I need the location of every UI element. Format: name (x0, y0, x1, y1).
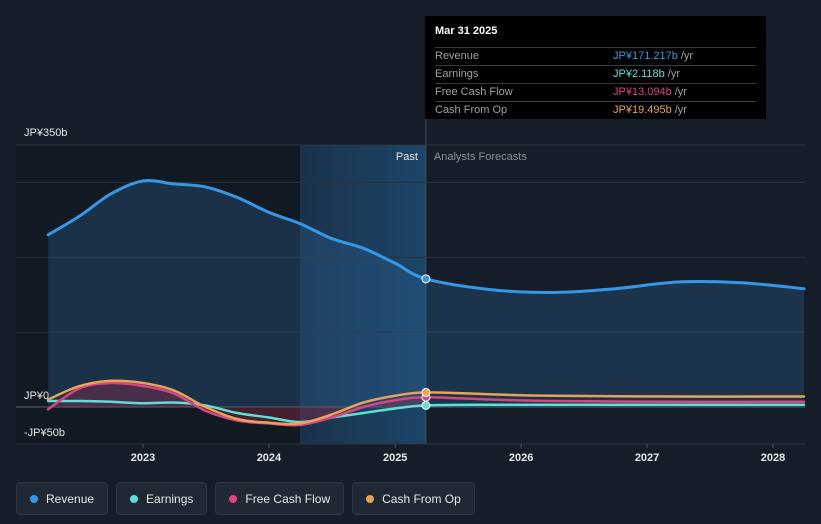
legend-label: Cash From Op (382, 491, 461, 506)
tooltip-row-earnings: Earnings JP¥2.118b /yr (435, 65, 756, 83)
legend-label: Revenue (46, 491, 95, 506)
legend-dot-icon (30, 494, 38, 503)
free-cash-flow-line (46, 381, 806, 427)
revenue-marker (421, 274, 431, 284)
tooltip-unit: /yr (674, 104, 687, 116)
tooltip-value: JP¥171.217b (613, 50, 678, 62)
x-tick-label: 2027 (635, 452, 659, 464)
x-tick-label: 2026 (509, 452, 533, 464)
tooltip-label: Free Cash Flow (435, 86, 513, 98)
tooltip-value: JP¥13.094b (613, 86, 672, 98)
tooltip-label: Cash From Op (435, 104, 508, 116)
legend-dot-icon (366, 494, 375, 503)
legend-item-cash-from-op[interactable]: Cash From Op (352, 482, 475, 515)
tooltip-label: Earnings (435, 68, 479, 80)
legend-item-free-cash-flow[interactable]: Free Cash Flow (215, 482, 345, 515)
tooltip-unit: /yr (667, 68, 681, 80)
tooltip-label: Revenue (435, 50, 480, 62)
x-tick-label: 2025 (383, 452, 407, 464)
legend: Revenue Earnings Free Cash Flow Cash Fro… (16, 482, 483, 515)
tooltip-row-free-cash-flow: Free Cash Flow JP¥13.094b /yr (435, 83, 756, 101)
y-tick-label: -JP¥50b (24, 427, 65, 439)
y-tick-label: JP¥350b (24, 127, 67, 139)
forecast-label: Analysts Forecasts (434, 151, 527, 163)
tooltip-row-cash-from-op: Cash From Op JP¥19.495b /yr (435, 101, 756, 119)
cash-from-op-marker (421, 387, 431, 397)
x-tick-label: 2024 (257, 452, 282, 464)
past-label: Past (396, 151, 418, 163)
tooltip-value: JP¥2.118b (613, 68, 665, 80)
tooltip-date: Mar 31 2025 (435, 25, 498, 37)
legend-label: Free Cash Flow (245, 491, 331, 506)
legend-label: Earnings (146, 491, 194, 506)
revenue-line (46, 179, 806, 294)
x-tick-label: 2023 (131, 452, 155, 464)
tooltip-panel: Mar 31 2025 Revenue JP¥171.217b /yr Earn… (425, 16, 766, 119)
tooltip-unit: /yr (674, 86, 687, 98)
legend-item-earnings[interactable]: Earnings (116, 482, 208, 515)
cash-from-op-line (46, 379, 806, 426)
tooltip-value: JP¥19.495b (613, 104, 672, 116)
legend-item-revenue[interactable]: Revenue (16, 482, 109, 515)
legend-dot-icon (229, 494, 238, 503)
x-tick-label: 2028 (761, 452, 785, 464)
legend-dot-icon (130, 494, 139, 503)
earnings-marker (421, 400, 431, 410)
tooltip-unit: /yr (680, 50, 694, 62)
financial-chart: JP¥350b JP¥0 -JP¥50b 2023 2024 2025 2026 2027 20… (16, 119, 806, 464)
revenue-area (48, 180, 805, 407)
tooltip-row-revenue: Revenue JP¥171.217b /yr (435, 47, 756, 65)
y-tick-label: JP¥0 (24, 390, 49, 402)
